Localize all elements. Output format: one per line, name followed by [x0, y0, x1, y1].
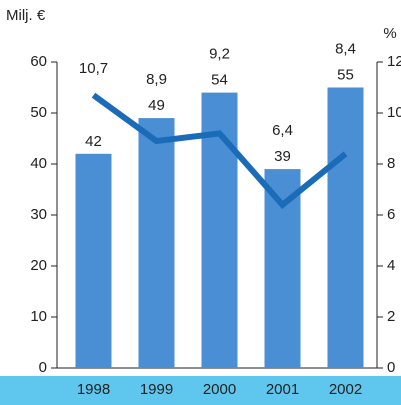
line-value-label: 10,7: [79, 60, 108, 77]
bar-value-label: 54: [211, 72, 228, 89]
bar-value-label: 39: [274, 148, 291, 165]
line-value-label: 8,9: [146, 71, 167, 88]
y2-tick-label: 4: [387, 257, 395, 274]
y2-axis-label: %: [383, 25, 396, 42]
bar: [75, 153, 112, 368]
y-tick-label: 10: [30, 308, 47, 325]
y-tick-label: 50: [30, 104, 47, 121]
y2-tick-label: 6: [387, 206, 395, 223]
line-value-label: 9,2: [209, 46, 230, 63]
x-tick-label: 1998: [77, 381, 110, 398]
y2-tick-label: 10: [387, 104, 401, 121]
bar-value-label: 55: [337, 66, 354, 83]
y2-tick-label: 0: [387, 359, 395, 376]
line-value-label: 6,4: [272, 122, 293, 139]
y2-tick-label: 12: [387, 53, 401, 70]
bar-value-label: 49: [148, 97, 165, 114]
y-tick-label: 30: [30, 206, 47, 223]
y-axis-label: Milj. €: [6, 7, 46, 24]
line: [91, 92, 348, 209]
bar-value-label: 42: [85, 133, 102, 150]
y-tick-label: 20: [30, 257, 47, 274]
bar: [138, 118, 175, 368]
bar: [327, 87, 364, 368]
bar: [264, 169, 301, 368]
x-tick-label: 2001: [266, 381, 299, 398]
x-tick-label: 1999: [140, 381, 173, 398]
y2-tick-label: 2: [387, 308, 395, 325]
y2-tick-label: 8: [387, 155, 395, 172]
x-tick-label: 2002: [329, 381, 362, 398]
y-tick-label: 60: [30, 53, 47, 70]
y-tick-label: 0: [39, 359, 47, 376]
bar: [201, 92, 238, 368]
x-tick-label: 2000: [203, 381, 236, 398]
y-tick-label: 40: [30, 155, 47, 172]
line-value-label: 8,4: [335, 40, 356, 57]
category-strip: [0, 376, 401, 405]
